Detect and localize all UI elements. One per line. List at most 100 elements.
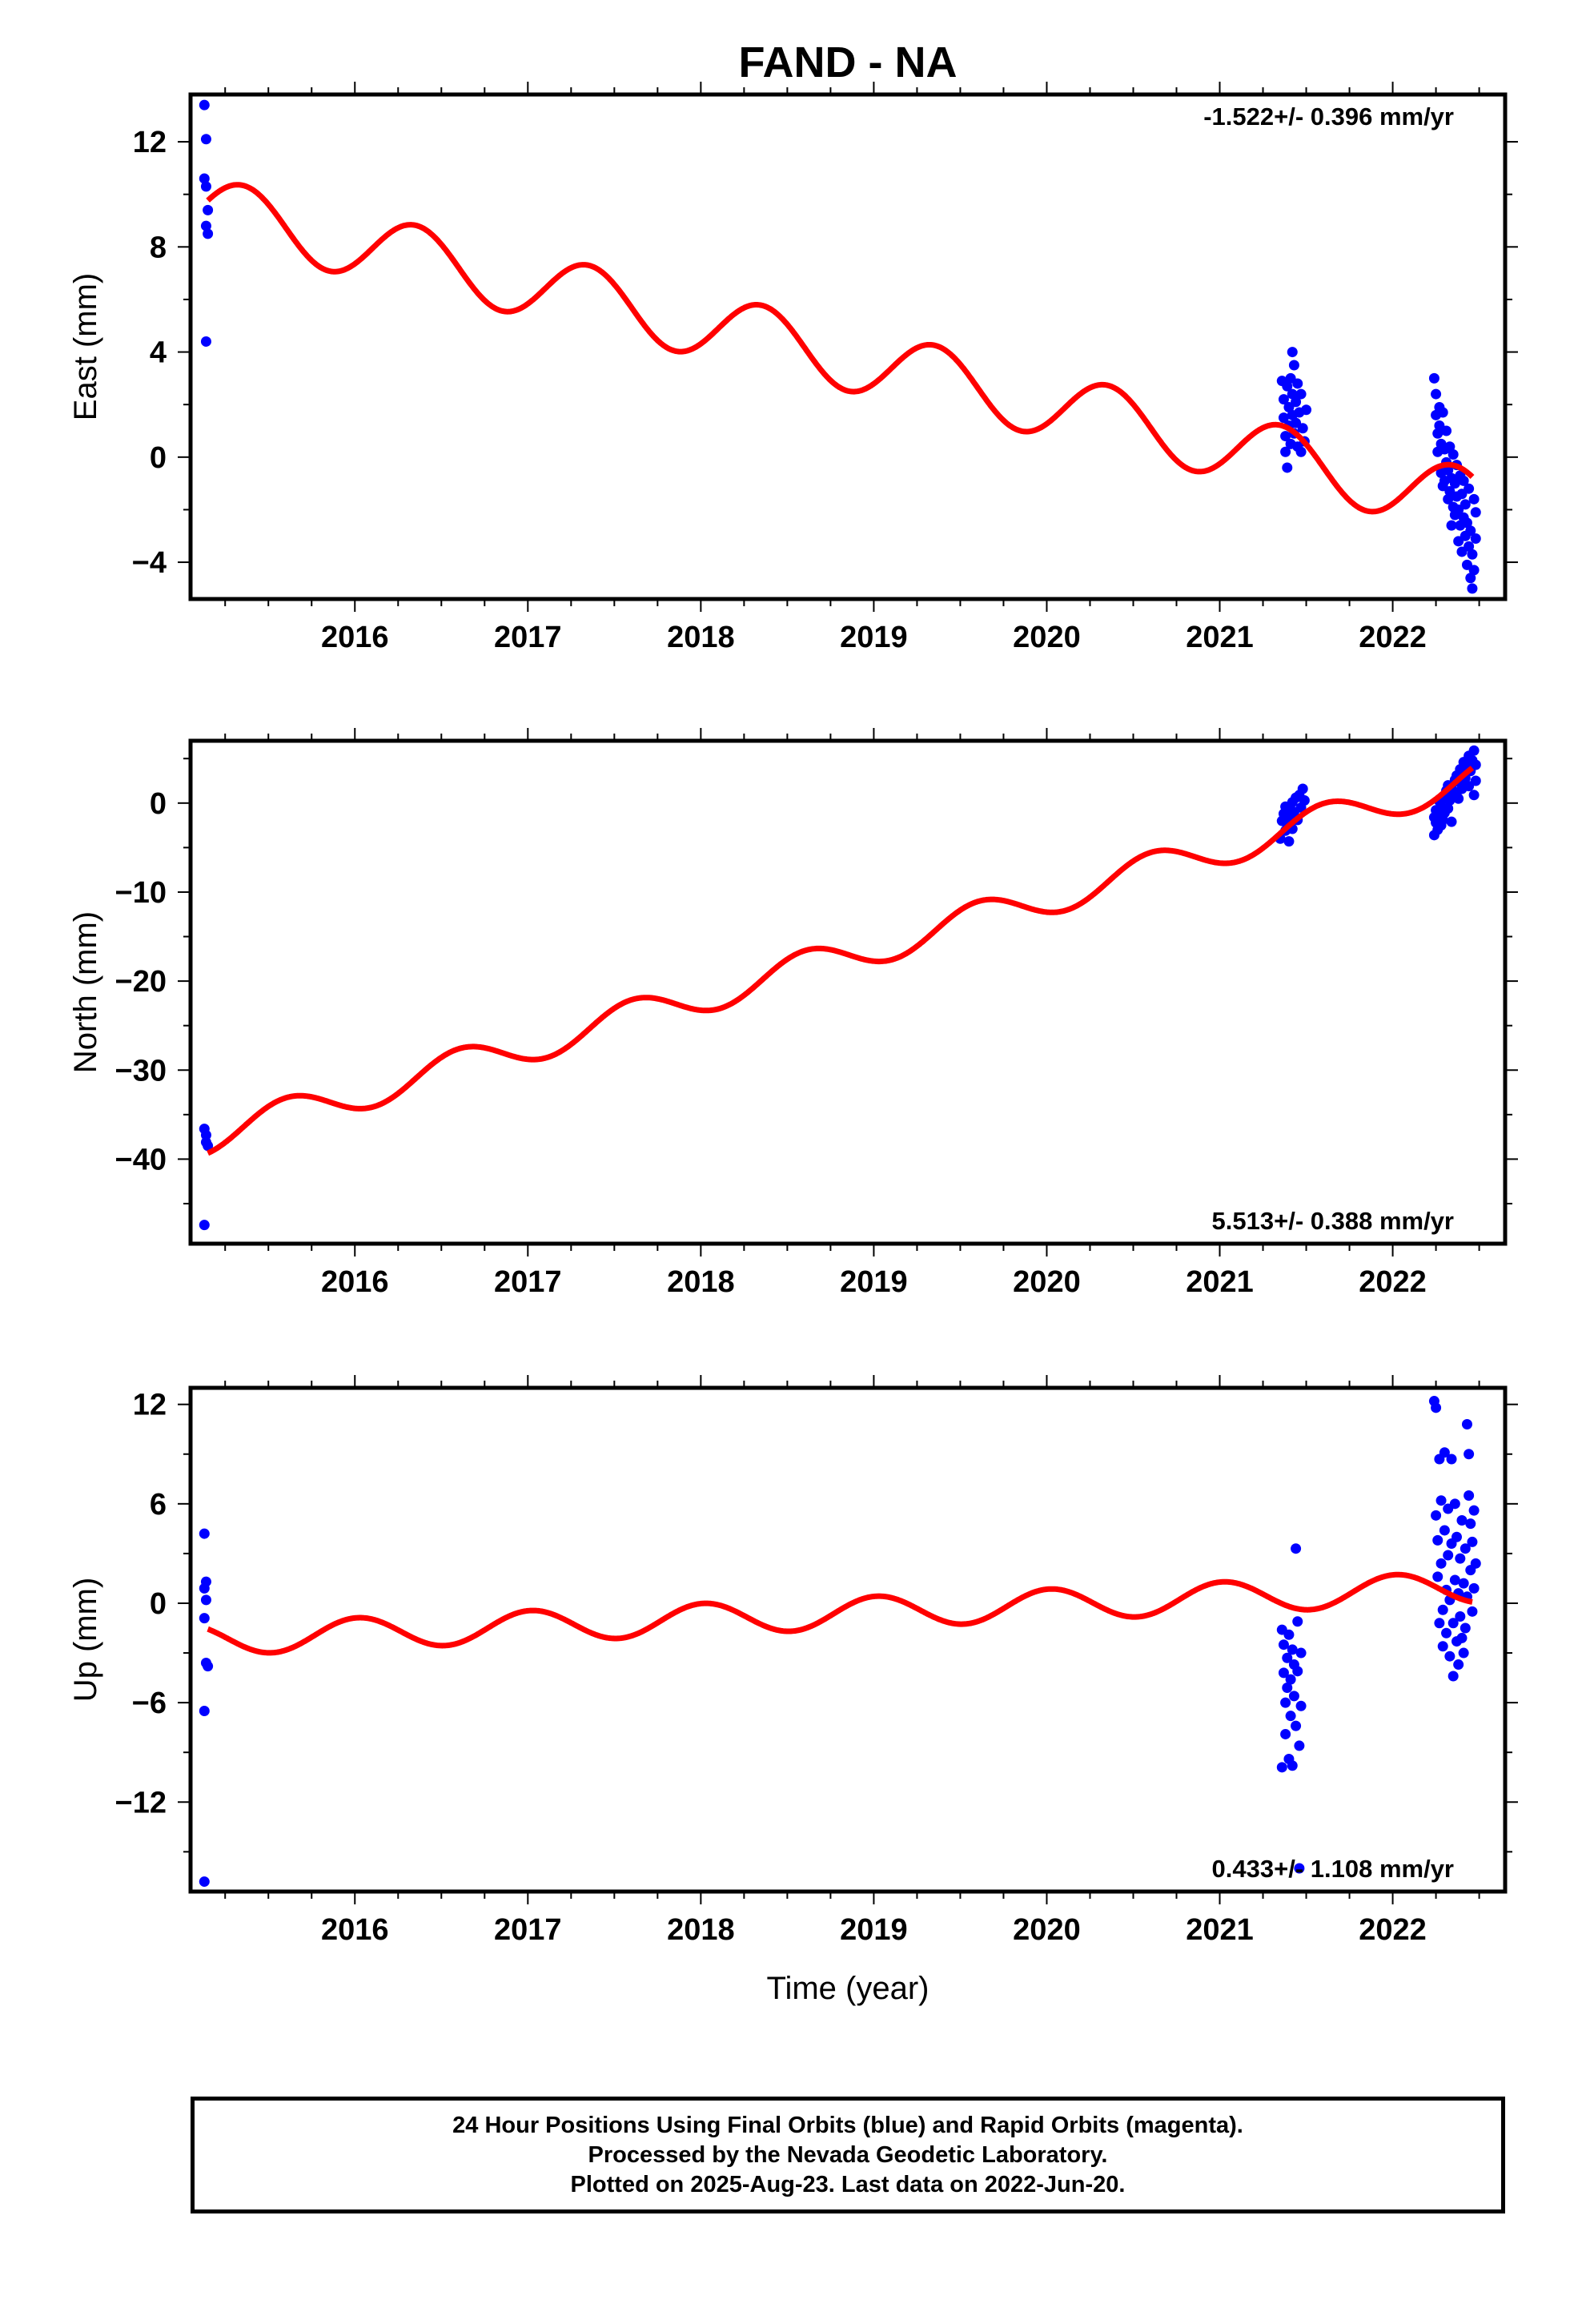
east-data-point	[199, 173, 210, 184]
up-data-point	[1435, 1495, 1447, 1506]
up-data-point	[1444, 1651, 1456, 1662]
up-data-point	[1470, 1558, 1481, 1569]
east-data-point	[1468, 565, 1480, 576]
north-x-tick-label: 2021	[1186, 1265, 1254, 1299]
up-data-point	[200, 1594, 211, 1606]
up-data-point	[1432, 1534, 1443, 1546]
east-x-tick-label: 2016	[321, 621, 389, 654]
up-data-point	[1456, 1632, 1468, 1643]
up-data-point	[1435, 1558, 1447, 1569]
east-data-point	[1292, 378, 1303, 389]
east-data-point	[203, 228, 214, 239]
east-data-point	[1460, 499, 1471, 510]
up-data-point	[1294, 1863, 1305, 1874]
up-x-tick-label: 2017	[494, 1913, 562, 1947]
up-data-point	[1294, 1740, 1305, 1751]
up-data-point	[1456, 1515, 1468, 1526]
up-frame	[188, 1385, 1508, 1894]
east-data-point	[1443, 493, 1454, 505]
north-y-axis-label: North (mm)	[68, 911, 103, 1073]
east-model-curve	[206, 182, 1475, 515]
up-x-tick-label: 2020	[1013, 1913, 1081, 1947]
east-x-tick-label: 2022	[1359, 621, 1427, 654]
east-data-point	[1470, 533, 1481, 545]
up-data-point	[1295, 1700, 1307, 1711]
up-data-point	[1443, 1550, 1454, 1561]
east-data-point	[1447, 449, 1459, 460]
north-data-point	[1468, 745, 1480, 756]
east-data-point	[1288, 360, 1299, 371]
east-data-point	[1282, 380, 1293, 392]
east-x-tick-label: 2017	[494, 621, 562, 654]
up-data-point	[203, 1661, 214, 1672]
north-y-tick-label: −10	[115, 876, 167, 910]
north-data-point	[1470, 775, 1481, 786]
up-data-point	[1285, 1711, 1296, 1722]
up-data-point	[1464, 1449, 1475, 1460]
up-data-point	[1460, 1622, 1471, 1634]
up-x-tick-label: 2021	[1186, 1913, 1254, 1947]
up-data-point	[1446, 1454, 1457, 1465]
east-data-point	[200, 134, 211, 145]
up-data-point	[1467, 1536, 1478, 1547]
up-y-tick-label: −6	[132, 1687, 167, 1720]
footer-line-1: 24 Hour Positions Using Final Orbits (bl…	[452, 2112, 1243, 2138]
east-data-point	[1464, 483, 1475, 494]
up-data-point	[1434, 1618, 1445, 1629]
up-data-point	[1468, 1505, 1480, 1516]
up-y-tick-label: −12	[115, 1786, 167, 1819]
east-data-point	[1470, 507, 1481, 518]
up-data-point	[1282, 1652, 1293, 1663]
north-x-tick-label: 2017	[494, 1265, 562, 1299]
up-x-tick-label: 2019	[840, 1913, 908, 1947]
up-data-point	[1283, 1629, 1295, 1640]
east-y-tick-label: 8	[150, 231, 167, 264]
up-rate-label: 0.433+/- 1.108 mm/yr	[1212, 1855, 1454, 1883]
up-data-point	[1287, 1644, 1298, 1655]
x-axis-label: Time (year)	[767, 1971, 930, 2006]
north-x-tick-label: 2018	[667, 1265, 735, 1299]
up-data-point	[1291, 1543, 1302, 1554]
up-data-point	[199, 1582, 210, 1594]
east-data-point	[1291, 396, 1302, 408]
north-data-point	[203, 1140, 214, 1152]
up-data-point	[1458, 1647, 1469, 1659]
east-data-point	[1446, 520, 1457, 531]
north-data-point	[199, 1220, 210, 1231]
north-data-point	[1468, 790, 1480, 801]
east-data-point	[1467, 549, 1478, 560]
up-plot-area	[199, 1396, 1481, 1888]
east-data-point	[1461, 517, 1472, 529]
up-data-point	[1276, 1762, 1287, 1773]
north-data-point	[200, 1129, 211, 1140]
east-data-point	[200, 181, 211, 192]
east-data-point	[1468, 493, 1480, 505]
north-data-point	[1443, 802, 1454, 814]
east-data-point	[1287, 388, 1298, 400]
north-data-point	[1299, 794, 1310, 806]
up-data-point	[1467, 1606, 1478, 1617]
north-rate-label: 5.513+/- 0.388 mm/yr	[1212, 1207, 1454, 1235]
up-data-point	[1460, 1543, 1471, 1554]
east-data-point	[1278, 394, 1289, 405]
up-y-tick-label: 6	[150, 1488, 167, 1522]
north-y-tick-label: −30	[115, 1054, 167, 1088]
up-data-point	[1439, 1525, 1450, 1536]
east-rate-label: -1.522+/- 0.396 mm/yr	[1203, 103, 1454, 131]
up-data-point	[199, 1705, 210, 1716]
north-plot-area	[199, 745, 1481, 1231]
up-data-point	[1432, 1571, 1443, 1582]
up-y-tick-label: 0	[150, 1587, 167, 1621]
up-data-point	[1431, 1510, 1442, 1521]
up-data-point	[1455, 1553, 1466, 1564]
east-data-point	[200, 336, 211, 347]
up-data-point	[1441, 1627, 1452, 1638]
up-data-point	[1278, 1667, 1289, 1679]
up-data-point	[1282, 1683, 1293, 1694]
east-data-point	[200, 220, 211, 231]
up-data-point	[1455, 1611, 1466, 1622]
east-data-point	[1441, 425, 1452, 436]
north-y-tick-label: −40	[115, 1143, 167, 1176]
east-data-point	[1465, 573, 1476, 584]
